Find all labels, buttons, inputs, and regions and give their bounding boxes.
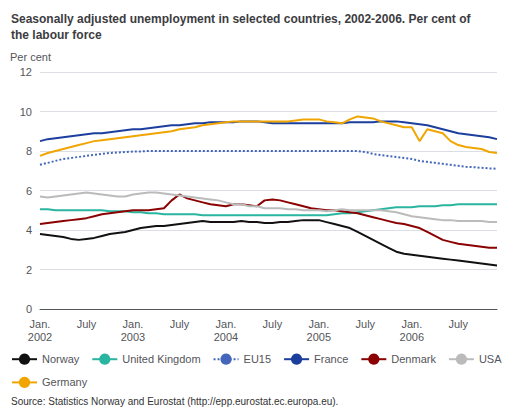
svg-text:Jan.: Jan.	[123, 318, 144, 330]
svg-text:July: July	[356, 318, 376, 330]
svg-text:6: 6	[26, 185, 32, 197]
svg-text:Jan.: Jan.	[308, 318, 329, 330]
svg-text:2004: 2004	[214, 331, 238, 343]
svg-text:2002: 2002	[28, 331, 52, 343]
svg-text:Jan.: Jan.	[215, 318, 236, 330]
svg-text:July: July	[448, 318, 468, 330]
svg-text:4: 4	[26, 224, 32, 236]
svg-text:Denmark: Denmark	[391, 353, 436, 365]
svg-text:the labour force: the labour force	[11, 28, 102, 42]
svg-text:France: France	[314, 353, 348, 365]
svg-text:Seasonally adjusted unemployme: Seasonally adjusted unemployment in sele…	[11, 12, 472, 26]
svg-text:Jan.: Jan.	[401, 318, 422, 330]
svg-text:8: 8	[26, 145, 32, 157]
svg-text:United Kingdom: United Kingdom	[122, 353, 200, 365]
svg-text:Source: Statistics Norway and: Source: Statistics Norway and Eurostat (…	[11, 396, 338, 407]
svg-text:Jan.: Jan.	[30, 318, 51, 330]
svg-text:2006: 2006	[400, 331, 424, 343]
svg-text:10: 10	[20, 106, 32, 118]
svg-text:USA: USA	[479, 353, 502, 365]
svg-text:July: July	[170, 318, 190, 330]
svg-text:EU15: EU15	[244, 353, 272, 365]
svg-text:July: July	[263, 318, 283, 330]
svg-text:Per cent: Per cent	[10, 51, 51, 63]
svg-text:July: July	[77, 318, 97, 330]
svg-text:Norway: Norway	[42, 353, 80, 365]
svg-text:Germany: Germany	[42, 376, 88, 388]
svg-text:2: 2	[26, 264, 32, 276]
svg-text:12: 12	[20, 66, 32, 78]
svg-text:2005: 2005	[307, 331, 331, 343]
svg-text:2003: 2003	[121, 331, 145, 343]
svg-text:0: 0	[26, 303, 32, 315]
